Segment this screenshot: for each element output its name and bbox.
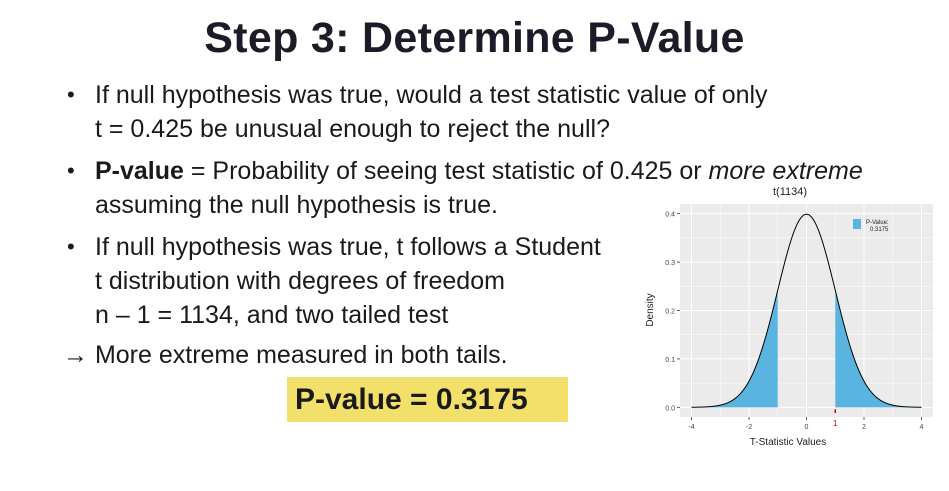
bullet2-text: = Probability of seeing test statistic o… [183,157,709,185]
legend-swatch [853,219,861,229]
tail-fill-region [691,290,778,408]
density-curve [691,213,922,408]
extreme-both-tails-note: → More extreme measured in both tails. [63,341,508,369]
bullet3-line1: If null hypothesis was true, t follows a… [95,233,601,261]
pvalue-result-box: P-value = 0.3175 [287,377,568,422]
x-axis-ticks: -4 -2 0 2 4 [688,417,924,431]
y-tick-label: 0.2 [665,309,675,316]
bullet-null-hypothesis: • If null hypothesis was true, would a t… [67,78,768,146]
critical-value-label: 1 [833,419,838,428]
pvalue-term: P-value [95,157,184,185]
bullet3-line2: t distribution with degrees of freedom [95,267,505,295]
t-distribution-chart: t(1134) 1 0.0 0.1 0.2 0.3 0.4 -4 -2 0 2 4 Densit… [645,186,933,448]
tail-fills [691,290,922,408]
legend: P-Value: 0.3175 [853,219,889,233]
x-tick-label: 4 [920,424,924,431]
x-tick-label: -2 [746,424,752,431]
y-tick-label: 0.4 [665,212,675,219]
slide-title: Step 3: Determine P-Value [204,14,745,62]
legend-label-line1: P-Value: [866,220,889,226]
y-tick-label: 0.0 [665,405,675,412]
y-tick-label: 0.3 [665,260,675,267]
bullet2-italic: more extreme [708,157,863,185]
bullet3-line3: n – 1 = 1134, and two tailed test [95,301,449,329]
x-tick-label: 2 [862,424,866,431]
bullet2-line2: assuming the null hypothesis is true. [95,191,498,219]
grid-lines [680,204,933,417]
bullet-student-t: • If null hypothesis was true, t follows… [67,230,601,332]
bullet1-line1: If null hypothesis was true, would a tes… [95,81,768,109]
bullet1-line2: t = 0.425 be unusual enough to reject th… [95,115,610,143]
bullet-dot-icon: • [67,234,75,259]
bullet-dot-icon: • [67,82,75,107]
chart-title: t(1134) [773,186,807,198]
x-tick-label: -4 [688,424,694,431]
x-axis-label: T-Statistic Values [750,437,827,448]
y-axis-ticks: 0.0 0.1 0.2 0.3 0.4 [665,212,680,412]
y-tick-label: 0.1 [665,357,675,364]
bullet-pvalue-definition: • P-value = Probability of seeing test s… [67,154,863,222]
bullet2-line1: P-value = Probability of seeing test sta… [95,154,863,188]
y-axis-label: Density [645,293,656,326]
legend-label-line2: 0.3175 [870,227,889,233]
tail-fill-region [835,290,922,408]
x-tick-label: 0 [805,424,809,431]
bullet-dot-icon: • [67,158,75,183]
